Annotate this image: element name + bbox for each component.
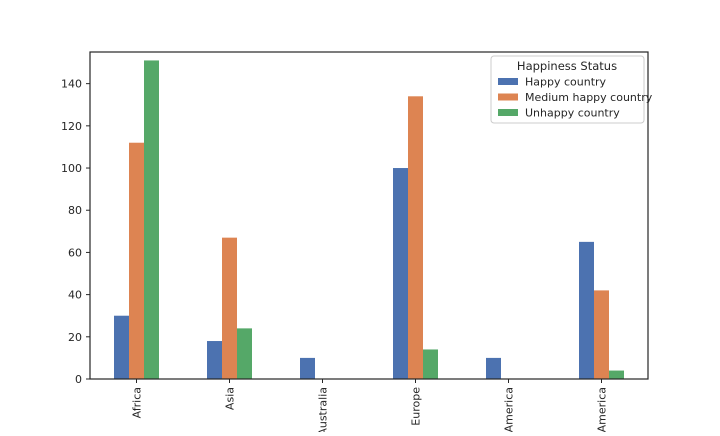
legend: Happiness Status Happy country Medium hap…	[490, 55, 653, 124]
x-tick-label-4: America	[503, 387, 516, 432]
legend-label-1: Medium happy country	[525, 91, 653, 104]
bar-medium-happy-country-3	[408, 96, 423, 380]
legend-title: Happiness Status	[517, 59, 617, 73]
bar-happy-country-0	[114, 315, 129, 379]
y-axis: 0 20 40 60 80 100 120 140	[61, 78, 90, 386]
x-tick-label-0: Africa	[131, 387, 144, 418]
bar-happy-country-2	[300, 357, 315, 379]
x-tick-label-3: Europe	[410, 387, 423, 426]
y-tick-label-1: 20	[68, 331, 82, 344]
y-tick-label-7: 140	[61, 78, 82, 91]
bar-medium-happy-country-5	[594, 290, 609, 379]
bar-happy-country-1	[207, 341, 222, 379]
y-tick-label-2: 40	[68, 289, 82, 302]
bar-happy-country-5	[579, 241, 594, 379]
bar-medium-happy-country-0	[129, 142, 144, 379]
y-tick-label-6: 120	[61, 120, 82, 133]
bar-unhappy-country-3	[423, 349, 438, 379]
legend-box	[490, 55, 645, 124]
bar-medium-happy-country-1	[222, 237, 237, 379]
legend-label-0: Happy country	[525, 76, 607, 89]
x-tick-label-5: America	[596, 387, 609, 432]
plot-frame	[89, 51, 649, 380]
bar-unhappy-country-1	[237, 328, 252, 379]
y-tick-label-5: 100	[61, 162, 82, 175]
legend-label-2: Unhappy country	[525, 107, 620, 120]
y-tick-label-4: 80	[68, 204, 82, 217]
bar-unhappy-country-0	[144, 60, 159, 379]
y-tick-label-3: 60	[68, 246, 82, 259]
legend-items: Happy country Medium happy country Unhappy…	[498, 76, 653, 120]
x-axis: Africa Asia Australia Europe America America	[131, 379, 609, 436]
x-tick-label-2: Australia	[317, 387, 330, 432]
bar-unhappy-country-5	[609, 370, 624, 379]
bar-happy-country-3	[393, 168, 408, 379]
legend-swatch-1	[498, 93, 518, 101]
x-tick-label-1: Asia	[224, 387, 237, 410]
bars-layer	[114, 60, 624, 380]
legend-swatch-2	[498, 109, 518, 116]
y-tick-label-0: 0	[75, 373, 82, 386]
legend-swatch-0	[498, 78, 518, 85]
bar-happy-country-4	[486, 357, 501, 379]
